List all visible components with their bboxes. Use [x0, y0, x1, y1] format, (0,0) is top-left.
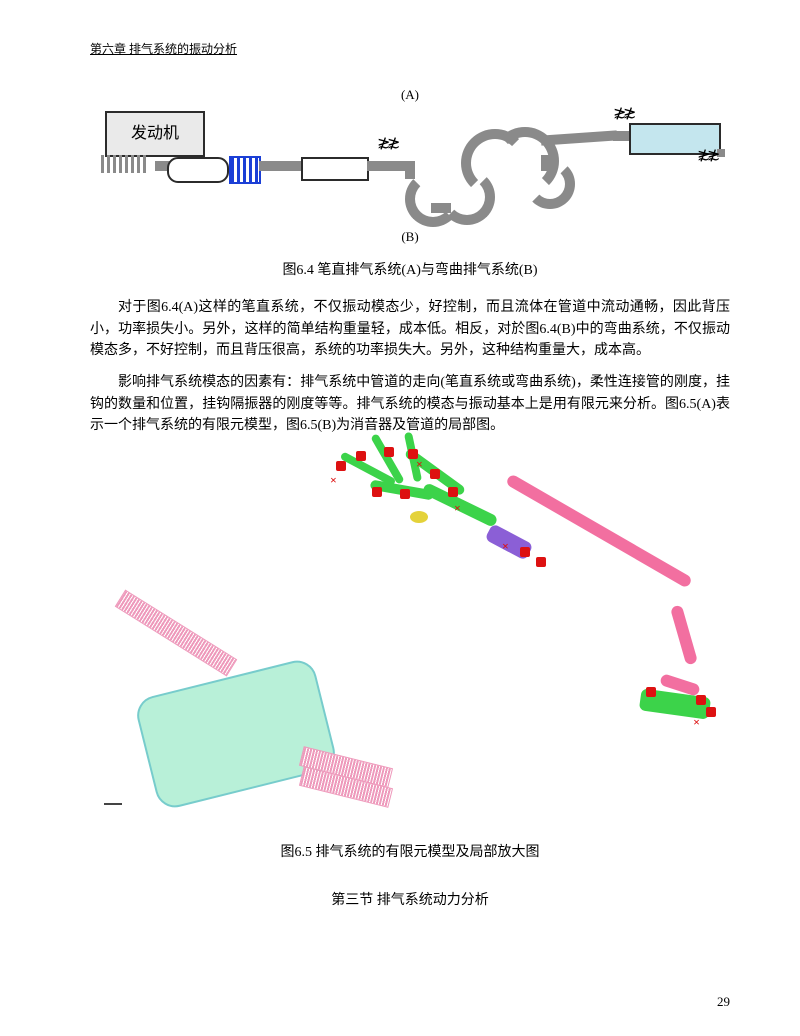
scale-mark-icon	[104, 803, 122, 805]
fea-node-icon	[372, 487, 382, 497]
figure-6-4-b-diagram: 发动机	[95, 111, 725, 221]
hanger-icon	[377, 141, 387, 147]
pipe-segment	[541, 130, 618, 145]
catalytic-converter-icon	[167, 157, 229, 183]
paragraph-1: 对于图6.4(A)这样的笔直系统，不仅振动模态少，好控制，而且流体在管道中流动通…	[90, 297, 730, 362]
figure-6-4-caption: 图6.4 笔直排气系统(A)与弯曲排气系统(B)	[90, 259, 730, 279]
paragraph-2: 影响排气系统模态的因素有：排气系统中管道的走向(笔直系统或弯曲系统)，柔性连接管…	[90, 372, 730, 437]
fea-node-icon	[430, 469, 440, 479]
fea-node-icon	[384, 447, 394, 457]
figure-6-5-diagram: × × × × ×	[100, 447, 720, 827]
page-number: 29	[717, 994, 730, 1010]
page: 第六章 排气系统的振动分析 (A) 发动机 (B)	[0, 0, 800, 1036]
manifold-icon	[101, 155, 159, 173]
hanger-icon	[697, 153, 707, 159]
fea-detail-inlet	[115, 590, 238, 677]
fea-marker-icon: ×	[416, 457, 423, 472]
pipe-segment	[367, 161, 407, 171]
figure-6-5-caption: 图6.5 排气系统的有限元模型及局部放大图	[90, 841, 730, 861]
fea-node-icon	[448, 487, 458, 497]
fea-node-icon	[536, 557, 546, 567]
section-3-title: 第三节 排气系统动力分析	[90, 889, 730, 909]
figure-label-b: (B)	[90, 229, 730, 245]
fea-node-icon	[336, 461, 346, 471]
fea-pipe	[670, 605, 698, 666]
pipe-segment	[405, 161, 415, 179]
fea-pipe	[505, 473, 693, 588]
fea-node-icon	[356, 451, 366, 461]
pipe-bend	[525, 159, 575, 209]
pipe-segment	[259, 161, 303, 171]
fea-marker-icon: ×	[330, 473, 337, 488]
figure-label-a: (A)	[90, 87, 730, 103]
fea-joint-icon	[410, 511, 428, 523]
fea-detail-muffler	[133, 657, 339, 812]
flex-coupling-icon	[229, 156, 261, 184]
fea-node-icon	[706, 707, 716, 717]
fea-node-icon	[400, 489, 410, 499]
fea-node-icon	[646, 687, 656, 697]
hanger-icon	[387, 141, 397, 147]
fea-marker-icon: ×	[502, 539, 509, 554]
fea-marker-icon: ×	[454, 501, 461, 516]
fea-node-icon	[520, 547, 530, 557]
hanger-icon	[623, 111, 633, 117]
hanger-icon	[613, 111, 623, 117]
fea-marker-icon: ×	[693, 715, 700, 730]
page-header: 第六章 排气系统的振动分析	[90, 40, 730, 57]
fea-node-icon	[696, 695, 706, 705]
hanger-icon	[707, 153, 717, 159]
engine-box: 发动机	[105, 111, 205, 157]
resonator-icon	[301, 157, 369, 181]
